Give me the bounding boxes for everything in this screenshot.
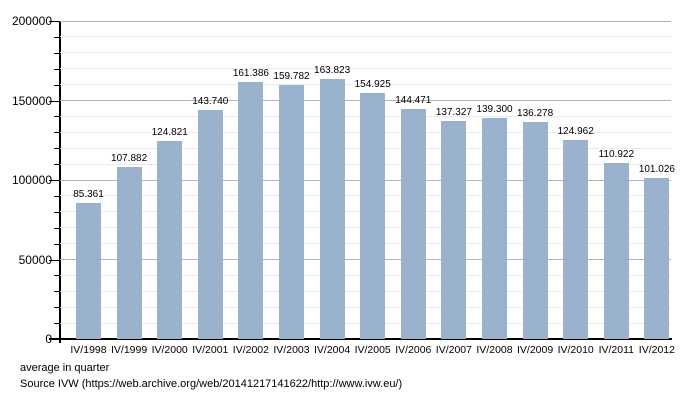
y-tick	[49, 21, 59, 22]
x-axis-label: IV/2000	[151, 344, 188, 356]
bar-value-label: 144.471	[395, 95, 432, 107]
bar	[197, 110, 223, 339]
x-axis-label: IV/1999	[110, 344, 148, 356]
y-tick	[54, 323, 59, 325]
bar-value-label: 85.361	[73, 189, 104, 201]
bar	[644, 178, 670, 339]
y-tick	[54, 84, 59, 86]
bar	[360, 92, 386, 339]
bar-value-label: 139.300	[476, 103, 513, 115]
bar-value-label: 110.922	[598, 148, 634, 160]
chart-footer: average in quarter Source IVW (https://w…	[20, 360, 402, 392]
x-axis	[49, 338, 672, 340]
gridline	[60, 36, 671, 38]
y-tick	[54, 275, 59, 277]
y-tick	[54, 243, 59, 245]
y-tick	[54, 68, 59, 70]
y-tick	[54, 307, 59, 309]
y-tick	[54, 148, 59, 150]
x-axis-label: IV/2004	[313, 344, 351, 356]
y-tick	[54, 195, 59, 197]
bar	[319, 78, 345, 339]
y-axis-label: 200000	[11, 14, 52, 28]
bar	[522, 122, 548, 339]
plot-area: 0 50000 100000 150000 200000 85.361 IV/1998 107…	[12, 14, 675, 356]
x-axis-label: IV/2009	[516, 344, 554, 356]
bar-value-label: 143.740	[192, 96, 229, 108]
x-axis-label: IV/2011	[598, 344, 634, 356]
x-axis-label: IV/2002	[232, 344, 269, 356]
y-axis-label: 0	[45, 332, 52, 346]
y-tick	[49, 339, 59, 340]
x-axis-label: IV/2012	[638, 344, 675, 356]
bar-value-label: 161.386	[232, 68, 269, 80]
x-axis-label: IV/2003	[273, 344, 310, 356]
y-tick	[54, 227, 59, 229]
gridline	[60, 68, 671, 70]
y-tick	[49, 259, 59, 261]
bar	[279, 84, 304, 339]
y-axis-label: 100000	[11, 173, 52, 187]
bar-value-label: 163.823	[314, 64, 351, 76]
x-axis-label: IV/2008	[476, 344, 513, 356]
bar-value-label: 137.327	[435, 106, 472, 118]
y-tick	[54, 36, 59, 38]
bar	[157, 140, 183, 339]
y-tick	[54, 211, 59, 213]
bar-value-label: 136.278	[517, 108, 554, 120]
bar	[76, 203, 101, 339]
y-axis	[59, 21, 61, 343]
bar	[116, 167, 142, 339]
bar	[482, 117, 507, 339]
y-tick	[54, 132, 59, 134]
y-axis-label: 150000	[11, 93, 52, 108]
bar-value-label: 124.821	[151, 126, 188, 138]
x-axis-label: IV/2005	[354, 344, 391, 356]
bar	[563, 140, 589, 339]
bar	[603, 162, 629, 339]
bar-value-label: 124.962	[557, 126, 594, 138]
y-tick	[54, 164, 59, 166]
bar	[400, 109, 426, 339]
gridline	[60, 20, 671, 22]
bar	[238, 82, 264, 339]
bar-value-label: 101.026	[638, 164, 675, 176]
y-tick	[54, 52, 59, 54]
x-axis-label: IV/2001	[192, 344, 229, 356]
y-tick	[49, 100, 59, 102]
bar-value-label: 107.882	[111, 153, 148, 165]
bar-value-label: 154.925	[354, 78, 391, 90]
gridline	[60, 52, 671, 54]
bar	[441, 120, 467, 339]
y-tick	[54, 291, 59, 293]
y-axis-label: 50000	[18, 252, 52, 267]
x-axis-label: IV/2007	[435, 344, 472, 356]
gridline	[60, 84, 671, 86]
y-tick	[49, 180, 59, 181]
chart-source: Source IVW (https://web.archive.org/web/…	[20, 378, 403, 390]
bar-value-label: 159.782	[273, 70, 310, 82]
y-tick	[54, 116, 59, 118]
x-axis-label: IV/2006	[395, 344, 432, 356]
chart-caption: average in quarter	[20, 362, 110, 374]
x-axis-label: IV/1998	[70, 344, 107, 356]
x-axis-label: IV/2010	[557, 344, 594, 356]
